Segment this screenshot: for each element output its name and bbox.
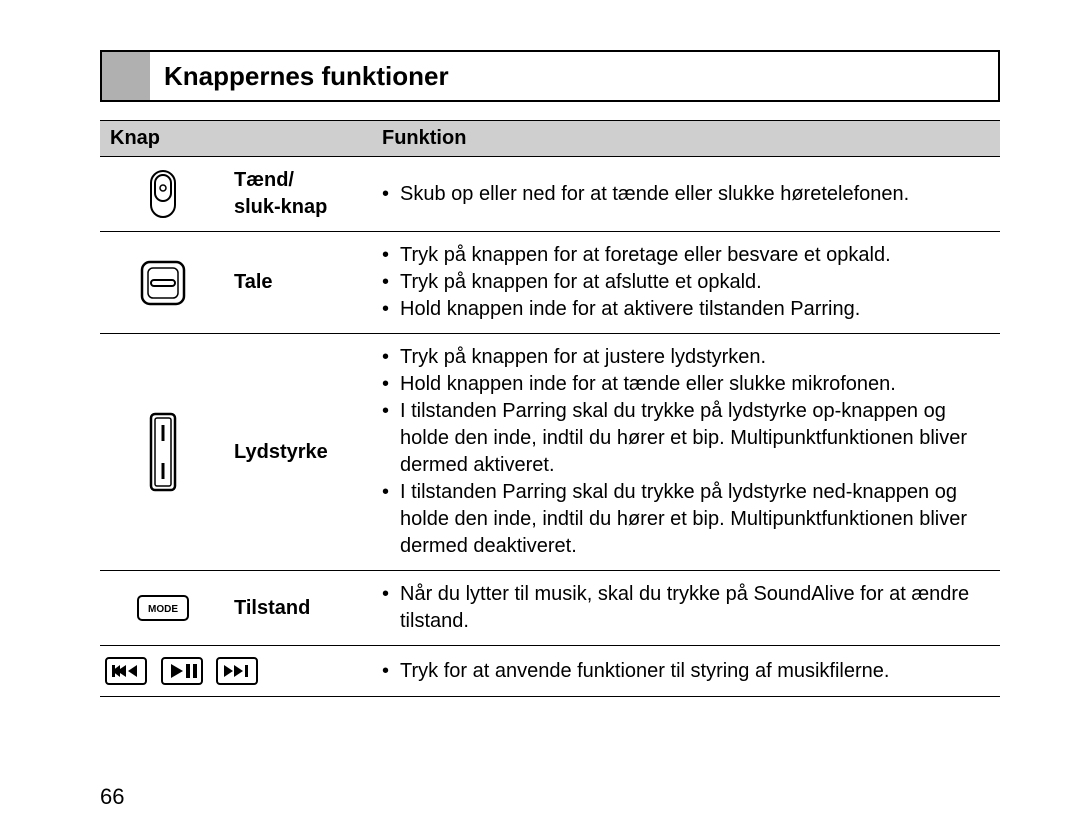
table-row: Tænd/sluk-knap Skub op eller ned for at … [100, 157, 1000, 232]
function-item: Skub op eller ned for at tænde eller slu… [400, 181, 992, 208]
function-list: Tryk på knappen for at foretage eller be… [380, 242, 992, 323]
function-item: Tryk for at anvende funktioner til styri… [400, 658, 992, 685]
row-label: Tilstand [234, 597, 310, 619]
table-row: Tale Tryk på knappen for at foretage ell… [100, 232, 1000, 334]
talk-button-icon [139, 259, 187, 307]
page-number: 66 [100, 784, 124, 810]
function-item: Hold knappen inde for at tænde eller slu… [400, 371, 992, 398]
section-title-bar: Knappernes funktioner [100, 50, 1000, 102]
next-track-icon [215, 656, 259, 686]
function-item: I tilstanden Parring skal du trykke på l… [400, 479, 992, 560]
function-item: I tilstanden Parring skal du trykke på l… [400, 398, 992, 479]
function-list: Når du lytter til musik, skal du trykke … [380, 581, 992, 635]
table-row: Lydstyrke Tryk på knappen for at justere… [100, 334, 1000, 571]
mode-button-icon: MODE [136, 594, 190, 622]
section-title: Knappernes funktioner [150, 52, 449, 100]
section-title-tab [102, 52, 150, 100]
function-item: Tryk på knappen for at justere lydstyrke… [400, 344, 992, 371]
button-functions-table: Knap Funktion Tænd/sluk-knap [100, 120, 1000, 697]
table-row: MODE Tilstand Når du lytter til musik, s… [100, 571, 1000, 646]
function-list: Skub op eller ned for at tænde eller slu… [380, 181, 992, 208]
function-list: Tryk på knappen for at justere lydstyrke… [380, 344, 992, 560]
prev-track-icon [104, 656, 148, 686]
function-item: Tryk på knappen for at afslutte et opkal… [400, 269, 992, 296]
volume-rocker-icon [148, 411, 178, 493]
svg-text:MODE: MODE [148, 604, 178, 615]
function-list: Tryk for at anvende funktioner til styri… [380, 658, 992, 685]
row-label: Tale [234, 271, 273, 293]
column-header-knap: Knap [100, 121, 372, 157]
row-label: Tænd/sluk-knap [234, 169, 327, 218]
function-item: Hold knappen inde for at aktivere tilsta… [400, 296, 992, 323]
function-item: Når du lytter til musik, skal du trykke … [400, 581, 992, 635]
media-buttons-group [104, 659, 265, 681]
function-item: Tryk på knappen for at foretage eller be… [400, 242, 992, 269]
play-pause-icon [160, 656, 204, 686]
column-header-funktion: Funktion [372, 121, 1000, 157]
power-switch-icon [149, 169, 177, 219]
row-label: Lydstyrke [234, 441, 328, 463]
table-row: Tryk for at anvende funktioner til styri… [100, 646, 1000, 697]
